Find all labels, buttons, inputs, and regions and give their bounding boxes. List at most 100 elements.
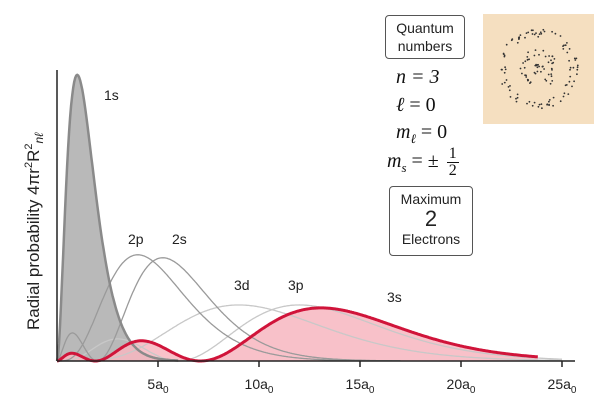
orbital-dot bbox=[528, 100, 531, 103]
orbital-dot bbox=[562, 48, 565, 50]
orbital-dot bbox=[522, 62, 524, 64]
orbital-dot bbox=[534, 49, 537, 51]
x-tick-label: 20a0 bbox=[447, 376, 476, 396]
orbital-dot bbox=[537, 35, 540, 38]
fraction-numerator: 1 bbox=[448, 145, 457, 162]
ms-value: = ± bbox=[411, 150, 439, 173]
orbital-dot bbox=[503, 55, 506, 58]
x-tick-label: 15a0 bbox=[346, 376, 375, 396]
orbital-dot bbox=[548, 99, 551, 101]
quantum-numbers-box: Quantum numbers bbox=[385, 15, 465, 59]
orbital-dot bbox=[509, 96, 512, 98]
orbital-dot bbox=[503, 81, 506, 84]
orbital-dot bbox=[533, 71, 536, 74]
orbital-dot bbox=[576, 73, 578, 76]
orbital-dot bbox=[566, 42, 568, 44]
ms-symbol: m bbox=[387, 150, 402, 173]
orbital-dot bbox=[515, 100, 518, 103]
orbital-dot bbox=[538, 65, 540, 68]
orbital-dot bbox=[575, 57, 578, 60]
orbital-dot bbox=[573, 57, 576, 60]
quantum-box-line1: Quantum bbox=[396, 20, 454, 36]
orbital-dot bbox=[515, 97, 517, 100]
orbital-dot bbox=[542, 28, 545, 31]
orbital-dot bbox=[541, 107, 543, 110]
principal-quantum-number: n = 3 bbox=[396, 66, 440, 89]
orbital-dot bbox=[537, 63, 539, 66]
orbital-dot bbox=[527, 79, 529, 82]
orbital-dot bbox=[526, 56, 529, 58]
orbital-dot bbox=[524, 60, 527, 63]
ms-subscript: s bbox=[401, 160, 407, 176]
orbital-dot bbox=[543, 68, 545, 70]
orbital-dot bbox=[544, 55, 547, 58]
orbital-dot bbox=[551, 30, 553, 33]
orbital-dot bbox=[523, 66, 526, 69]
x-tick-label: 25a0 bbox=[548, 376, 577, 396]
curve-label-2p: 2p bbox=[128, 231, 144, 247]
orbital-dot bbox=[503, 71, 506, 74]
curve-labels: 1s 2p 2s 3d 3p 3s bbox=[104, 87, 402, 305]
orbital-dot bbox=[553, 58, 556, 60]
orbital-dot bbox=[563, 44, 565, 47]
x-tick-label: 10a0 bbox=[245, 376, 274, 396]
orbital-dot bbox=[559, 100, 562, 103]
orbital-dot bbox=[526, 102, 528, 105]
n-value: = 3 bbox=[411, 66, 440, 88]
orbital-dot bbox=[529, 81, 532, 84]
orbital-dot bbox=[531, 104, 534, 107]
orbital-dot bbox=[550, 75, 553, 78]
l-symbol: ℓ bbox=[396, 94, 405, 116]
orbital-dot bbox=[501, 68, 503, 71]
x-ticks: 5a0 10a0 15a0 20a0 25a0 bbox=[147, 361, 577, 396]
orbital-dot bbox=[528, 58, 530, 61]
orbital-dot bbox=[519, 67, 522, 70]
orbital-dot bbox=[533, 101, 536, 104]
orbital-dot bbox=[549, 82, 552, 85]
ml-value: = 0 bbox=[420, 121, 448, 143]
fill-1s bbox=[57, 74, 179, 362]
orbital-dot bbox=[516, 41, 519, 44]
orbital-dot bbox=[554, 32, 557, 35]
orbital-dot bbox=[567, 93, 570, 95]
orbital-dot bbox=[539, 31, 542, 34]
orbital-dot bbox=[510, 39, 513, 42]
orbital-dot bbox=[527, 51, 529, 54]
orbital-dot bbox=[542, 49, 545, 52]
ml-symbol: m bbox=[396, 121, 411, 143]
orbital-dot bbox=[538, 53, 540, 56]
orbital-dot bbox=[550, 73, 553, 75]
fill-3s bbox=[57, 307, 538, 361]
orbital-dot bbox=[508, 89, 511, 92]
max-box-line1: Maximum bbox=[400, 191, 462, 207]
orbital-dot bbox=[504, 66, 506, 69]
orbital-dot bbox=[504, 68, 507, 71]
orbital-dot bbox=[568, 48, 571, 50]
curve-label-2s: 2s bbox=[172, 231, 187, 247]
orbital-dot bbox=[540, 70, 542, 73]
n-symbol: n bbox=[396, 66, 406, 88]
orbital-dot bbox=[518, 36, 521, 38]
orbital-dot bbox=[547, 61, 550, 64]
orbital-dot bbox=[551, 62, 553, 65]
orbital-dot bbox=[519, 34, 522, 36]
orbital-dot bbox=[563, 92, 566, 95]
orbital-dot bbox=[564, 44, 567, 47]
orbital-dot bbox=[516, 93, 519, 96]
chart-axes bbox=[56, 70, 575, 362]
curve-2s bbox=[56, 257, 401, 362]
orbital-dot bbox=[538, 103, 541, 106]
orbital-dot bbox=[572, 66, 575, 69]
orbital-dot bbox=[573, 80, 575, 83]
orbital-dot bbox=[551, 69, 553, 71]
curve-3s bbox=[56, 306, 538, 363]
orbital-dot bbox=[562, 95, 565, 98]
curve-label-3s: 3s bbox=[387, 289, 402, 305]
orbital-dot bbox=[541, 65, 544, 68]
orbital-dot bbox=[537, 105, 540, 108]
orbital-dot bbox=[533, 54, 536, 57]
orbital-dot bbox=[568, 80, 571, 83]
orbital-dot bbox=[540, 32, 543, 35]
orbital-dot bbox=[502, 52, 505, 55]
curve-3p bbox=[57, 304, 563, 362]
